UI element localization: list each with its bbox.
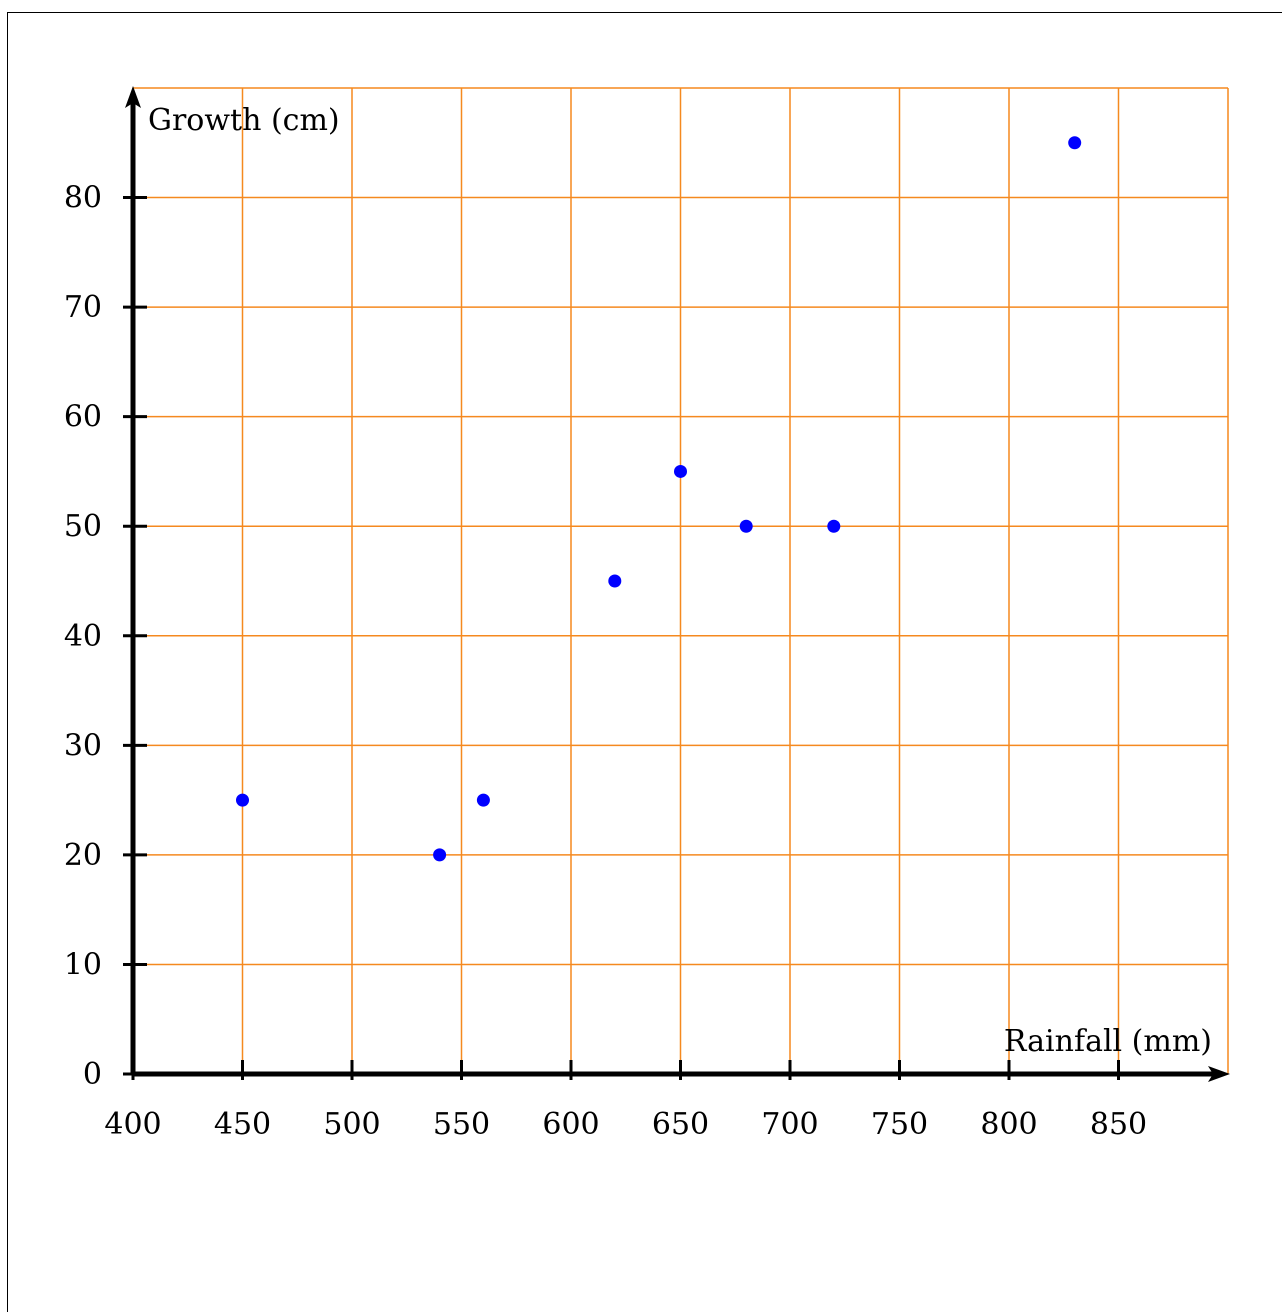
x-axis-arrow [1208,1066,1230,1082]
grid [132,87,1229,1075]
x-tick-label: 550 [433,1107,490,1142]
data-point [433,848,447,862]
x-tick-label: 850 [1090,1107,1147,1142]
data-point [674,464,687,478]
data-point [1068,136,1082,150]
y-axis-label: Growth (cm) [148,103,340,138]
x-tick-label: 400 [104,1107,161,1142]
figure-frame [7,12,1282,1312]
x-tick-label: 650 [652,1107,709,1142]
data-point [236,793,249,807]
x-axis-label: Rainfall (mm) [1004,1024,1212,1059]
y-tick-label: 30 [64,728,102,763]
ticks: 400 450 500 550 600 650 700 750 800 850 0 10 20 30 40 5… [64,181,1147,1142]
y-tick-label: 40 [64,619,102,654]
y-tick-label: 70 [64,290,102,325]
y-axis-arrow [125,86,141,108]
x-tick-label: 700 [761,1107,818,1142]
x-tick-label: 600 [542,1107,599,1142]
scatter-chart: 400 450 500 550 600 650 700 750 800 850 0 10 20 30 40 5… [64,86,1230,1142]
y-tick-label: 0 [83,1057,102,1092]
x-tick-label: 500 [323,1107,380,1142]
data-point [608,574,622,588]
axes [125,86,1230,1082]
x-tick-label: 450 [214,1107,271,1142]
x-tick-label: 800 [980,1107,1037,1142]
data-point [476,793,490,807]
y-tick-label: 20 [64,838,102,873]
x-tick-label: 750 [871,1107,928,1142]
data-points [236,136,1082,862]
data-point [827,519,841,533]
y-tick-label: 10 [64,947,102,982]
data-point [739,519,753,533]
y-tick-label: 50 [64,509,102,544]
y-tick-label: 60 [64,400,102,435]
y-tick-label: 80 [64,181,102,216]
